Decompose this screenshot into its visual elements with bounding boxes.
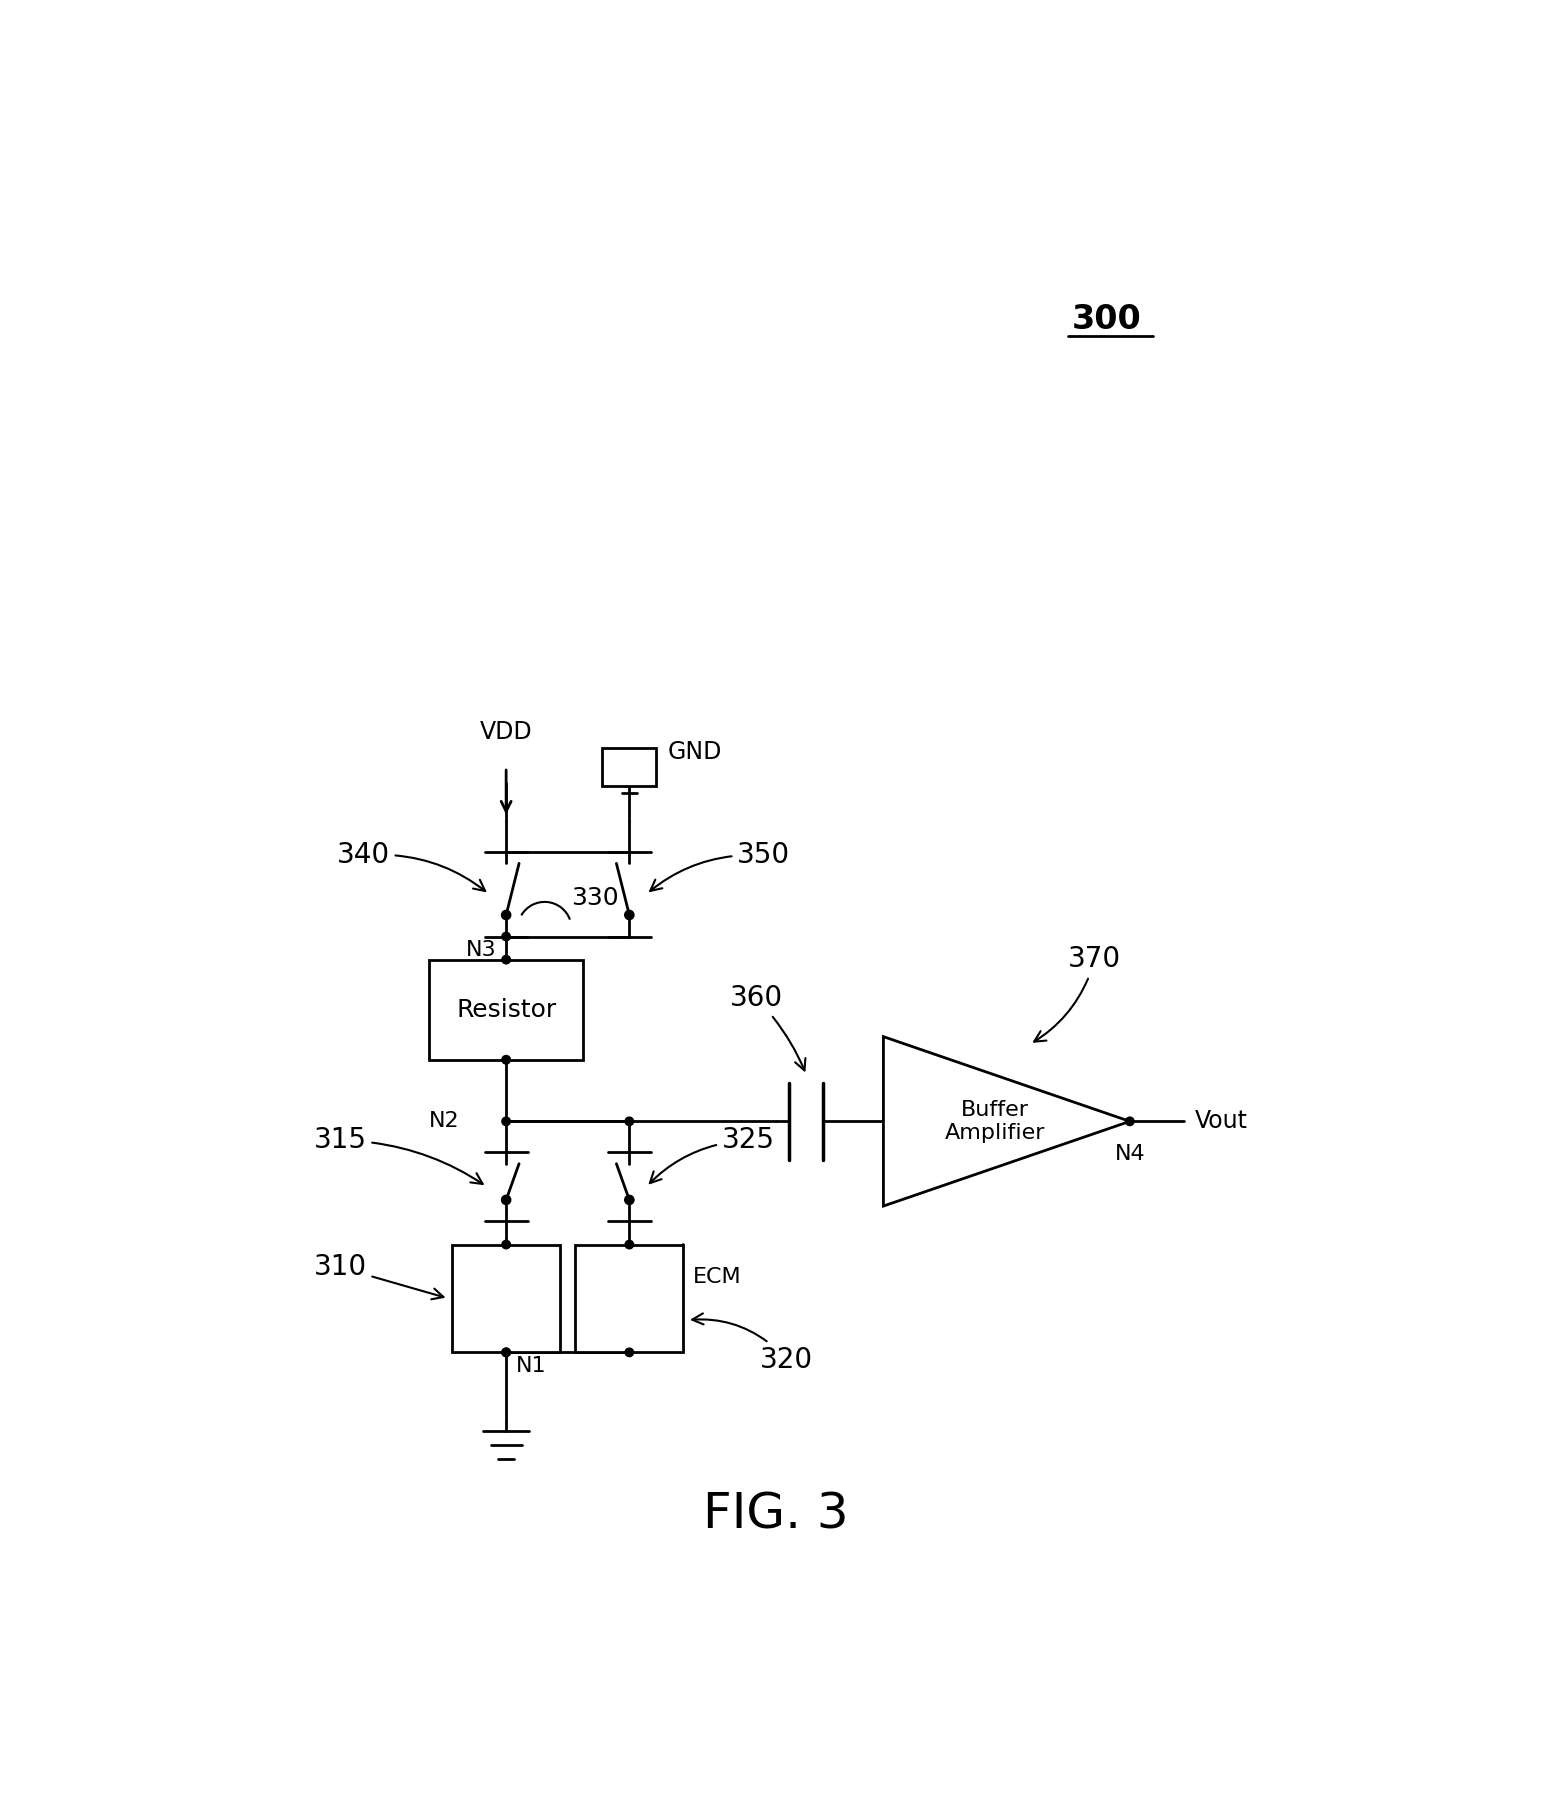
Text: N2: N2: [429, 1112, 460, 1132]
Text: Resistor: Resistor: [455, 998, 556, 1022]
Text: GND: GND: [668, 740, 723, 764]
Text: 370: 370: [1033, 946, 1122, 1041]
Circle shape: [502, 1056, 510, 1063]
Circle shape: [502, 955, 510, 964]
Circle shape: [502, 1348, 510, 1357]
Text: 330: 330: [572, 886, 618, 910]
Circle shape: [1125, 1117, 1134, 1126]
Text: 300: 300: [1072, 303, 1142, 336]
Text: FIG. 3: FIG. 3: [702, 1491, 848, 1538]
Text: 320: 320: [692, 1314, 813, 1374]
Text: N4: N4: [1114, 1144, 1145, 1164]
Text: N3: N3: [466, 940, 497, 960]
Bar: [429, 960, 583, 1060]
Circle shape: [502, 1117, 510, 1126]
Text: N1: N1: [516, 1356, 545, 1375]
Bar: [452, 1245, 559, 1352]
Circle shape: [502, 910, 511, 919]
Text: 325: 325: [650, 1126, 775, 1182]
Polygon shape: [883, 1036, 1130, 1206]
Text: Vout: Vout: [1195, 1110, 1248, 1134]
Circle shape: [625, 1348, 634, 1357]
Circle shape: [625, 1240, 634, 1249]
Bar: [603, 747, 656, 787]
Circle shape: [625, 910, 634, 919]
Circle shape: [502, 1240, 510, 1249]
Text: 350: 350: [650, 841, 791, 892]
Bar: [575, 1245, 684, 1352]
Text: 310: 310: [314, 1253, 443, 1300]
Circle shape: [502, 933, 510, 940]
Circle shape: [625, 1195, 634, 1204]
Text: VDD: VDD: [480, 720, 533, 744]
Text: Buffer
Amplifier: Buffer Amplifier: [945, 1099, 1046, 1143]
Circle shape: [502, 1348, 510, 1357]
Text: 360: 360: [729, 984, 805, 1070]
Circle shape: [502, 1195, 511, 1204]
Text: 340: 340: [337, 841, 485, 892]
Text: 315: 315: [314, 1126, 483, 1184]
Text: ECM: ECM: [693, 1267, 741, 1287]
Circle shape: [625, 1117, 634, 1126]
